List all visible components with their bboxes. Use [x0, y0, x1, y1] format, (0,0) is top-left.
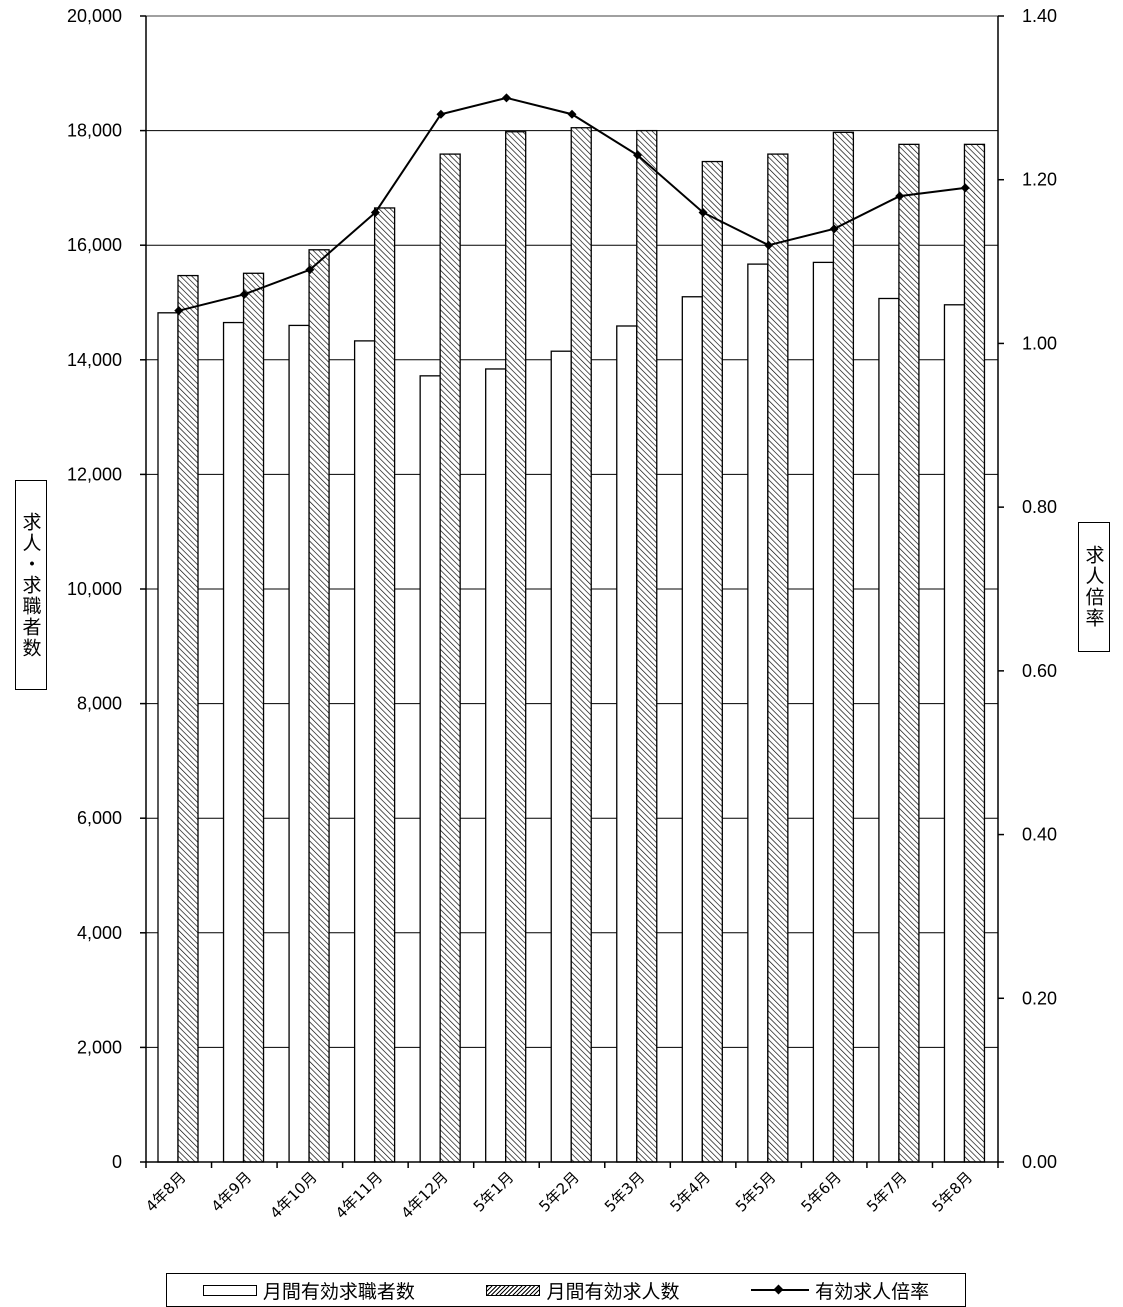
ratio-point [567, 109, 577, 119]
legend-swatch-job-seekers [202, 1284, 257, 1296]
legend-swatch-job-openings [486, 1284, 541, 1296]
bar-job-openings [701, 160, 723, 1163]
right-axis-label-box: 求人倍率 [1078, 522, 1110, 652]
category-label: 4年9月 [208, 1168, 255, 1215]
bar-job-seekers [353, 340, 376, 1163]
right-tick-label: 0.80 [1022, 497, 1057, 517]
left-axis-label-box: 求人・求職者数 [15, 480, 47, 690]
left-axis-label: 求人・求職者数 [19, 511, 42, 659]
category-label: 5年8月 [929, 1168, 976, 1215]
bar-job-seekers [550, 350, 572, 1163]
bar-job-openings [963, 143, 986, 1163]
legend-label-ratio: 有効求人倍率 [815, 1280, 930, 1303]
category-label: 4年8月 [142, 1168, 189, 1215]
bar-job-openings [439, 153, 461, 1163]
ratio-point [764, 240, 774, 250]
left-tick-label: 10,000 [67, 579, 122, 599]
chart: 0 2,000 4,000 6,000 8,000 10,000 12,000 14,000 1… [67, 6, 1057, 1222]
left-tick-label: 12,000 [67, 464, 122, 484]
bar-job-openings [898, 143, 920, 1163]
category-label: 5年4月 [666, 1168, 713, 1215]
bar-job-seekers [681, 296, 703, 1163]
category-label: 5年3月 [601, 1168, 648, 1215]
right-tick-label: 0.00 [1022, 1152, 1057, 1172]
right-tick-label: 0.20 [1022, 988, 1057, 1008]
ratio-point [829, 224, 839, 234]
left-tick-label: 6,000 [77, 808, 122, 828]
category-labels: 4年8月 4年9月 4年10月 4年11月 4年12月 5年1月 5年2月 5年3月 5年4月 5… [142, 1162, 999, 1222]
left-tick-label: 4,000 [77, 923, 122, 943]
bar-job-openings [636, 129, 658, 1163]
bar-job-seekers [157, 312, 179, 1163]
category-label: 5年2月 [535, 1168, 582, 1215]
left-tick-label: 16,000 [67, 235, 122, 255]
ratio-point [501, 93, 511, 103]
category-label: 4年10月 [266, 1168, 320, 1222]
left-tick-label: 8,000 [77, 694, 122, 714]
bar-job-openings [832, 131, 855, 1163]
category-label: 4年11月 [332, 1168, 386, 1222]
ratio-point [436, 109, 446, 119]
right-tick-label: 1.40 [1022, 6, 1057, 26]
bar-job-openings [242, 272, 265, 1163]
bar-job-seekers [943, 304, 966, 1163]
right-tick-label: 1.00 [1022, 333, 1057, 353]
right-tick-label: 1.20 [1022, 170, 1057, 190]
bar-job-seekers [616, 325, 638, 1163]
bar-job-openings [505, 131, 527, 1163]
legend-item-ratio: 有効求人倍率 [751, 1277, 929, 1304]
legend-item-job-openings: 月間有効求人数 [486, 1277, 679, 1304]
left-tick-label: 18,000 [67, 121, 122, 141]
bar-job-seekers [288, 324, 310, 1163]
ratio-line [174, 93, 970, 316]
ratio-point [633, 150, 643, 160]
category-label: 4年12月 [398, 1168, 452, 1222]
bar-job-seekers [485, 368, 507, 1163]
left-tick-label: 0 [112, 1152, 122, 1172]
legend-swatch-ratio [751, 1284, 810, 1296]
right-axis-label: 求人倍率 [1082, 545, 1105, 629]
ratio-point [895, 191, 905, 201]
ratio-point [960, 183, 970, 193]
bar-job-openings [570, 127, 592, 1163]
plot-frame [145, 15, 999, 1163]
ratio-point [174, 306, 184, 316]
bar-job-seekers [878, 297, 900, 1163]
ratio-point [698, 207, 708, 217]
legend-label-job-seekers: 月間有効求職者数 [262, 1280, 415, 1303]
legend-label-job-openings: 月間有効求人数 [546, 1280, 680, 1303]
bar-job-seekers [222, 321, 245, 1163]
ratio-point [370, 207, 380, 217]
category-label: 5年1月 [470, 1168, 517, 1215]
ratio-point [239, 289, 249, 299]
right-tick-label: 0.60 [1022, 661, 1057, 681]
bar-job-openings [308, 249, 330, 1163]
left-tick-label: 2,000 [77, 1037, 122, 1057]
bar-job-openings [767, 153, 789, 1163]
bar-job-seekers [747, 263, 769, 1163]
category-label: 5年5月 [732, 1168, 779, 1215]
ratio-point [305, 265, 315, 275]
category-label: 5年6月 [798, 1168, 845, 1215]
left-tick-label: 20,000 [67, 6, 122, 26]
bar-job-openings [177, 274, 199, 1163]
bar-job-seekers [812, 261, 835, 1163]
bar-job-openings [373, 207, 396, 1163]
left-axis-ticks: 0 2,000 4,000 6,000 8,000 10,000 12,000 14,000 1… [67, 6, 146, 1172]
left-tick-label: 14,000 [67, 350, 122, 370]
legend: 月間有効求職者数 月間有効求人数 有効求人倍率 [166, 1273, 966, 1307]
right-axis-ticks: 0.00 0.20 0.40 0.60 0.80 1.00 1.20 1.40 [998, 6, 1057, 1172]
bar-job-seekers [419, 375, 441, 1163]
category-label: 5年7月 [863, 1168, 910, 1215]
bars [157, 127, 986, 1163]
right-tick-label: 0.40 [1022, 825, 1057, 845]
legend-item-job-seekers: 月間有効求職者数 [202, 1277, 415, 1304]
